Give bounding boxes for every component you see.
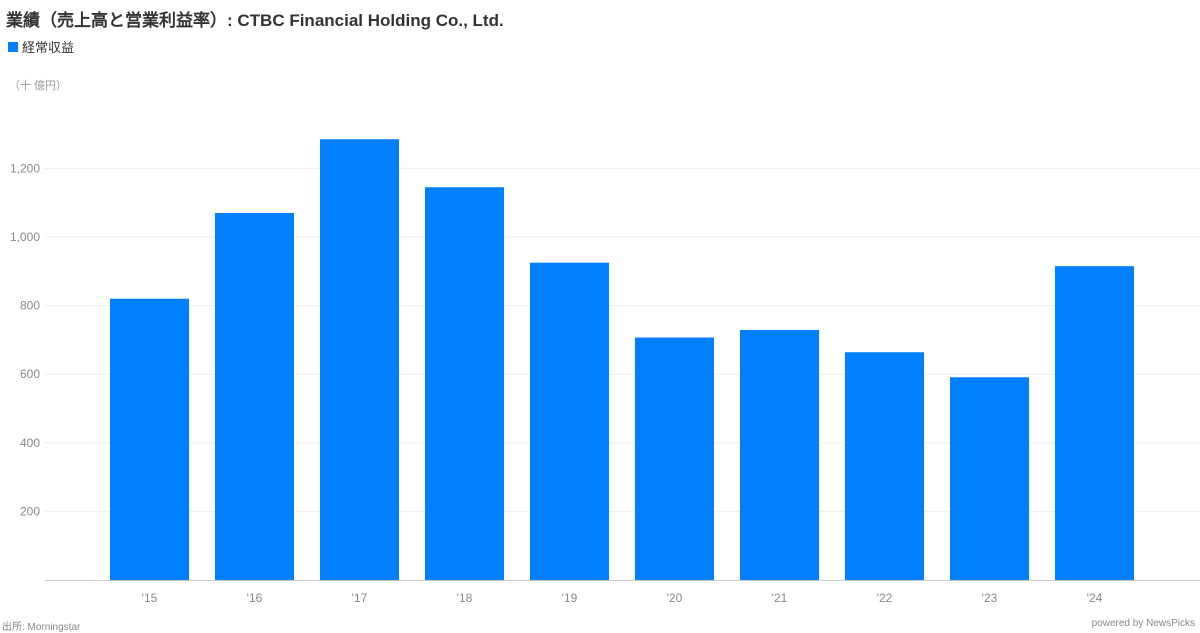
legend-label: 経常収益: [22, 40, 75, 55]
bar: [320, 139, 399, 580]
y-tick-label: 800: [20, 299, 40, 313]
y-tick-label: 1,200: [10, 161, 40, 175]
bar: [215, 212, 294, 581]
y-tick-label: 200: [20, 504, 40, 518]
bar: [950, 377, 1029, 580]
x-tick-label: '15: [142, 591, 158, 605]
bar: [110, 298, 189, 580]
bar: [530, 262, 609, 580]
x-tick-label: '20: [667, 591, 683, 605]
bar: [635, 337, 714, 580]
bar: [1055, 266, 1134, 580]
bar: [845, 352, 924, 580]
bar: [740, 329, 819, 580]
x-tick-label: '17: [352, 591, 368, 605]
y-tick-label: 1,000: [10, 230, 40, 244]
x-tick-label: '23: [982, 591, 998, 605]
chart-title: 業績（売上高と営業利益率）: CTBC Financial Holding Co…: [6, 11, 504, 30]
x-tick-label: '19: [562, 591, 578, 605]
x-tick-label: '16: [247, 591, 263, 605]
legend: 経常収益: [8, 37, 74, 56]
powered-by-note: powered by NewsPicks: [1091, 618, 1195, 629]
x-tick-label: '24: [1087, 591, 1103, 605]
y-axis-unit-label: （十 億円）: [9, 80, 68, 92]
x-tick-label: '21: [772, 591, 788, 605]
bar: [425, 187, 504, 580]
y-tick-label: 600: [20, 367, 40, 381]
source-note: 出所: Morningstar: [2, 622, 81, 633]
x-tick-label: '22: [877, 591, 893, 605]
x-tick-label: '18: [457, 591, 473, 605]
y-tick-label: 400: [20, 436, 40, 450]
legend-swatch: [8, 41, 18, 52]
